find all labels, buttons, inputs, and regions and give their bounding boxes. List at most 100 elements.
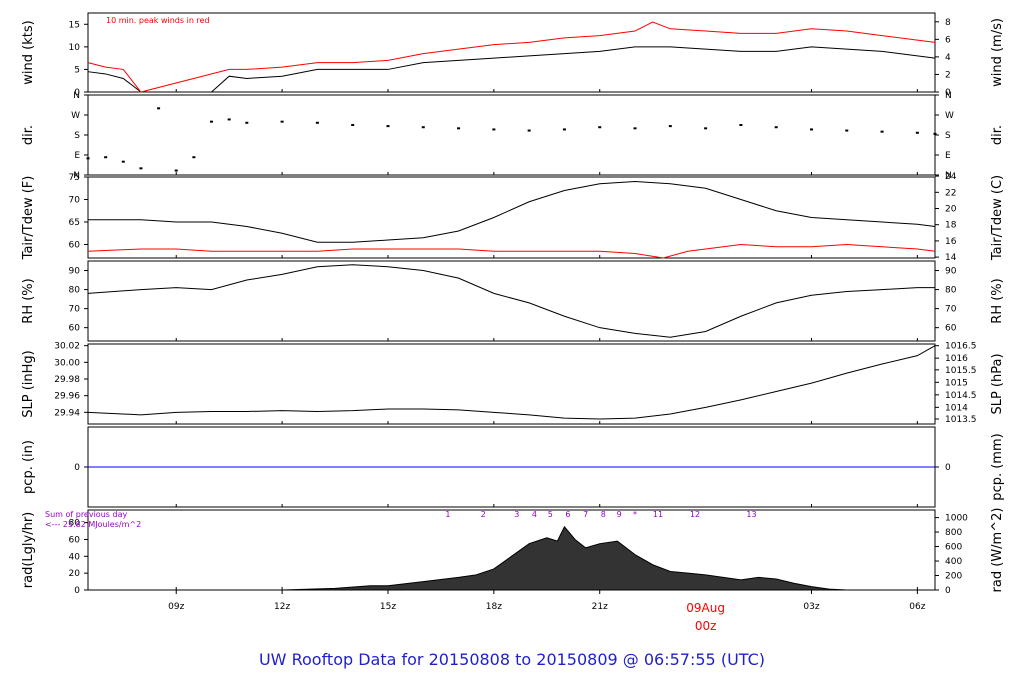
hour-count-label: 5 (548, 510, 553, 519)
y-tick-label-left: 29.98 (54, 375, 80, 385)
series-line-slp-0 (87, 345, 936, 420)
date-marker-label: 09Aug (686, 601, 725, 615)
y-tick-label-right: 2 (945, 70, 951, 80)
direction-point (157, 107, 161, 110)
y-tick-label-right: 1015 (945, 378, 968, 388)
hour-count-label: 3 (514, 510, 519, 519)
y-tick-label-right: W (945, 111, 954, 121)
series-line-wind-1 (87, 21, 936, 93)
y-tick-label-right: 14 (945, 253, 957, 263)
y-axis-title-right: rad (W/m^2) (990, 508, 1005, 593)
hour-count-label: 13 (746, 510, 756, 519)
y-tick-label-right: 6 (945, 35, 951, 45)
direction-point (104, 156, 108, 159)
y-axis-title-left: RH (%) (21, 278, 36, 323)
y-axis-title-right: wind (m/s) (990, 18, 1005, 87)
y-tick-label-right: 1014 (945, 403, 968, 413)
direction-point (192, 156, 196, 159)
direction-point (704, 127, 708, 130)
y-tick-label-left: 30.02 (54, 342, 80, 352)
direction-point (739, 124, 743, 126)
direction-point (668, 125, 672, 128)
y-tick-label-left: 0 (74, 586, 80, 596)
hour-count-label: 12 (690, 510, 700, 519)
y-axis-title-right: Tair/Tdew (C) (990, 175, 1005, 261)
direction-point (280, 120, 284, 123)
y-tick-label-left: 29.96 (54, 392, 80, 402)
hour-count-label: * (633, 510, 637, 519)
x-tick-label: 12z (274, 602, 290, 612)
x-tick-label: 18z (486, 602, 502, 612)
direction-point (633, 127, 637, 130)
y-tick-label-left: 60 (69, 535, 81, 545)
y-tick-label-right: 4 (945, 53, 951, 63)
y-tick-label-left: 0 (74, 463, 80, 473)
hour-count-label: 11 (653, 510, 663, 519)
y-tick-label-right: 1000 (945, 514, 968, 524)
y-tick-label-right: 1014.5 (945, 391, 977, 401)
y-tick-label-left: 60 (69, 241, 81, 251)
hour-count-label: 4 (532, 510, 537, 519)
y-tick-label-left: 70 (69, 196, 81, 206)
y-axis-title-left: rad(Lgly/hr) (21, 512, 36, 588)
y-tick-label-right: 0 (945, 463, 951, 473)
hour-count-label: 9 (617, 510, 622, 519)
y-tick-label-right: 24 (945, 172, 957, 182)
direction-point (880, 130, 884, 133)
panel-frame (87, 94, 936, 176)
series-line-wind-0 (87, 46, 936, 93)
radiation-sum-note: Sum of previous day (45, 510, 127, 519)
direction-point (809, 128, 813, 131)
direction-point (845, 129, 849, 132)
series-line-temp-0 (88, 180, 936, 243)
y-tick-label-left: N (73, 171, 80, 181)
y-tick-label-left: S (74, 131, 80, 141)
panel-frame (87, 260, 936, 342)
chart-title: UW Rooftop Data for 20150808 to 20150809… (258, 650, 766, 669)
y-tick-label-left: N (73, 91, 80, 101)
panel-pcp: 0 0 pcp. (in) pcp. (mm) (21, 426, 1005, 508)
y-tick-label-right: 1016 (945, 354, 968, 364)
direction-point (351, 124, 355, 126)
direction-point (527, 129, 531, 132)
hour-count-label: 6 (565, 510, 570, 519)
y-tick-label-left: 80 (69, 519, 81, 529)
direction-point (210, 120, 214, 123)
y-tick-label-right: S (945, 131, 951, 141)
y-tick-label-right: N (945, 91, 952, 101)
y-axis-title-left: wind (kts) (21, 20, 36, 84)
y-tick-label-right: 20 (945, 205, 957, 215)
hour-count-label: 7 (583, 510, 588, 519)
hour-count-label: 1 (445, 510, 450, 519)
direction-point (174, 169, 178, 172)
y-axis-title-right: pcp. (mm) (990, 433, 1005, 500)
panel-temp: 60 65 70 75 14 16 18 20 22 24 Tair/Tdew (F) Tair/Td… (21, 172, 1005, 263)
y-axis-title-right: dir. (990, 125, 1005, 145)
y-tick-label-right: 22 (945, 188, 956, 198)
x-tick-label: 09z (168, 602, 184, 612)
panel-rh: 60 70 80 90 60 70 80 90 RH (%) RH (%) (21, 260, 1005, 342)
direction-point (915, 131, 919, 134)
y-tick-label-left: 65 (69, 218, 80, 228)
y-tick-label-left: 29.94 (54, 408, 80, 418)
y-tick-label-right: 18 (945, 221, 957, 231)
direction-point (598, 126, 602, 129)
panel-frame (87, 343, 936, 425)
panel-slp: 29.94 29.96 29.98 30.00 30.02 1013.5 1014 1014.… (21, 342, 1005, 425)
series-line-rh-0 (87, 264, 935, 338)
direction-point (315, 121, 319, 124)
y-axis-title-right: RH (%) (990, 278, 1005, 323)
direction-point (139, 167, 143, 170)
y-tick-label-right: 800 (945, 528, 962, 538)
y-axis-title-left: SLP (inHg) (21, 350, 36, 418)
y-tick-label-right: 90 (945, 267, 957, 277)
y-tick-label-right: 1015.5 (945, 366, 977, 376)
hour-count-label: 2 (481, 510, 486, 519)
direction-point (386, 125, 390, 128)
panel-wind: 0 5 10 15 0 2 4 6 8 wind (kts) wind (m/s) 10 min. p… (21, 12, 1005, 98)
radiation-area (88, 525, 935, 591)
direction-point (227, 118, 231, 121)
y-tick-label-right: 400 (945, 557, 962, 567)
y-tick-label-right: 200 (945, 572, 962, 582)
